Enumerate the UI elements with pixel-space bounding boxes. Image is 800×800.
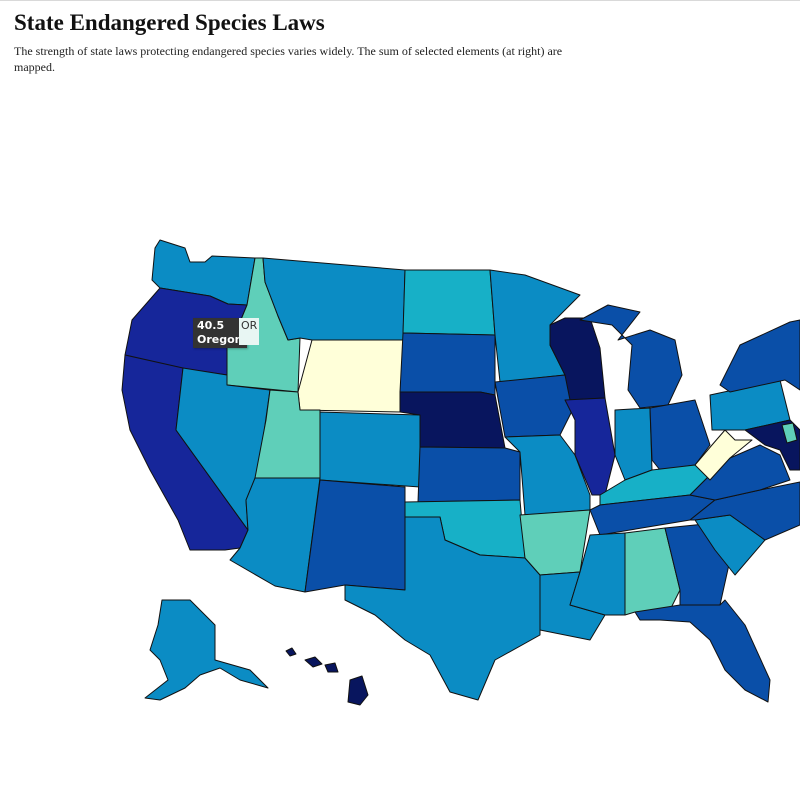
state-MO[interactable] bbox=[504, 434, 591, 516]
state-KS[interactable] bbox=[417, 446, 521, 503]
state-abbr-label: OR bbox=[239, 318, 260, 345]
state-FL[interactable] bbox=[634, 599, 771, 703]
tooltip-value: 40.5 bbox=[197, 319, 225, 332]
state-MT[interactable] bbox=[262, 257, 406, 341]
state-HI[interactable] bbox=[285, 647, 369, 706]
state-WY[interactable] bbox=[297, 339, 404, 413]
state-IA[interactable] bbox=[494, 374, 576, 438]
state-CO[interactable] bbox=[319, 411, 421, 488]
state-ND[interactable] bbox=[402, 269, 496, 336]
top-border bbox=[0, 0, 800, 1]
tooltip-state-name: Oregon bbox=[197, 333, 243, 346]
state-TX[interactable] bbox=[344, 516, 541, 701]
page-description: The strength of state laws protecting en… bbox=[14, 44, 563, 74]
map-tooltip: 40.5 Oregon bbox=[193, 318, 247, 348]
state-WV[interactable] bbox=[694, 429, 753, 481]
page-title: State Endangered Species Laws bbox=[14, 10, 325, 35]
state-AK[interactable] bbox=[144, 599, 269, 701]
state-NM[interactable] bbox=[304, 479, 406, 593]
state-SD[interactable] bbox=[399, 332, 496, 396]
state-IN[interactable] bbox=[614, 407, 653, 481]
state-DE[interactable] bbox=[781, 422, 798, 444]
state-NY[interactable] bbox=[719, 319, 800, 393]
state-MI[interactable] bbox=[579, 304, 683, 409]
state-IL[interactable] bbox=[564, 397, 616, 496]
